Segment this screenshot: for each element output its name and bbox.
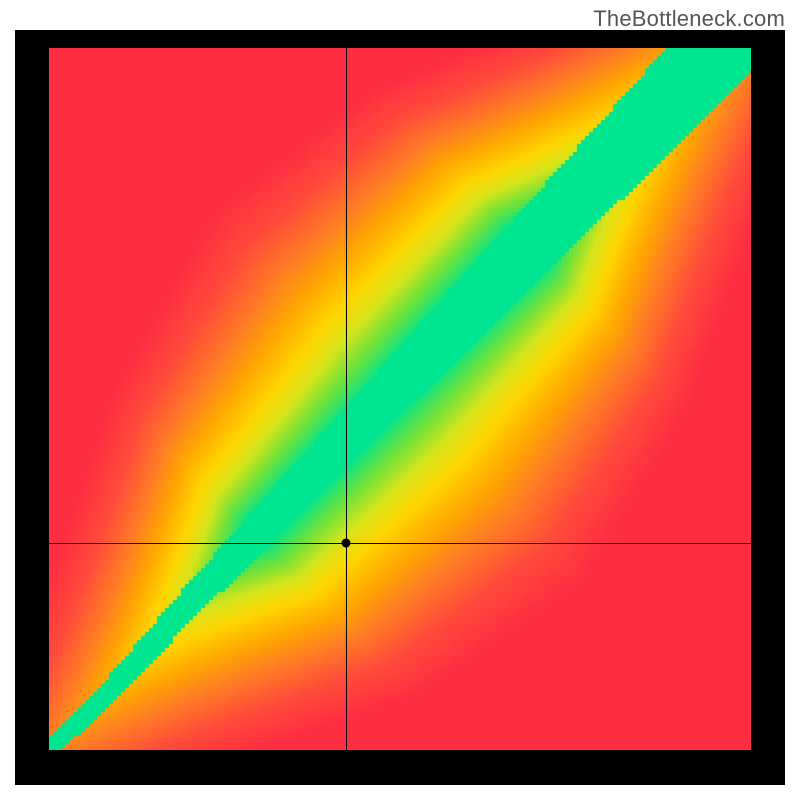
crosshair-vertical [346,48,347,750]
heatmap-canvas [49,48,751,750]
plot-area [49,48,751,750]
chart-outer-frame [15,30,785,785]
crosshair-horizontal [49,543,751,544]
crosshair-marker [341,538,350,547]
watermark-text: TheBottleneck.com [593,6,785,32]
chart-container: TheBottleneck.com [0,0,800,800]
